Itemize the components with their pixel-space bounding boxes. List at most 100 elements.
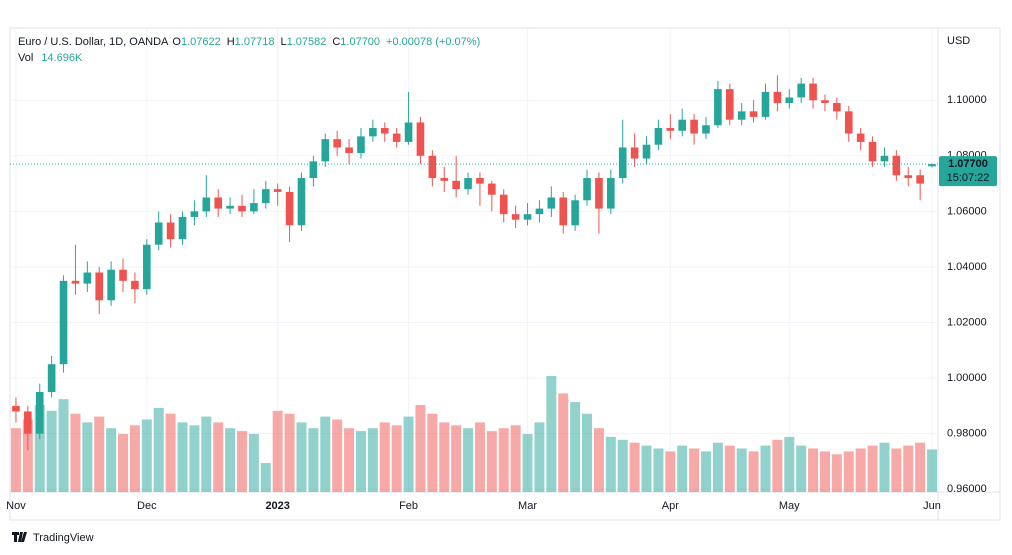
close-label: C (332, 36, 340, 48)
candle-body (583, 178, 591, 201)
candle-body (47, 364, 56, 392)
volume-bar (772, 439, 783, 492)
volume-bar (808, 448, 819, 492)
candle-body (345, 147, 353, 154)
volume-bar (344, 428, 355, 492)
candle-body (630, 147, 639, 159)
candle-body (24, 411, 32, 434)
volume-bar (915, 442, 926, 492)
y-tick-label: 1.10000 (947, 94, 987, 106)
candle-body (618, 147, 627, 179)
volume-bar (510, 425, 521, 492)
volume-bar (34, 405, 45, 492)
volume-bar (284, 413, 295, 492)
volume-bar (665, 451, 676, 492)
candle-body (440, 178, 449, 181)
candle-body (785, 97, 794, 104)
candle-body (607, 178, 615, 209)
x-tick-label: Feb (399, 500, 418, 512)
volume-bar (927, 449, 938, 492)
open-label: O (172, 36, 181, 48)
y-tick-label: 1.02000 (947, 316, 987, 328)
volume-bar (784, 436, 795, 492)
candle-body (809, 83, 817, 101)
candle-body (833, 103, 841, 112)
candle-body (404, 122, 413, 142)
candle-body (154, 222, 163, 245)
last-price-box (939, 156, 997, 187)
high-label: H (227, 36, 235, 48)
volume-bar (189, 425, 200, 492)
candle-body (571, 200, 579, 226)
volume-layer (10, 376, 938, 492)
logo-mark (12, 532, 27, 542)
x-tick-label: Apr (662, 500, 679, 512)
volume-bar (427, 413, 438, 492)
candle-body (547, 197, 556, 209)
volume-bar (367, 428, 378, 492)
candle-body (702, 125, 710, 134)
currency: USD (947, 35, 970, 47)
volume-bar (379, 422, 390, 492)
volume-bar (879, 442, 890, 492)
y-tick-label: 1.06000 (947, 205, 987, 217)
candle-body (380, 128, 389, 134)
volume-bar (94, 416, 105, 492)
candle-body (297, 178, 306, 226)
candle-body (357, 136, 365, 154)
volume-bar (451, 425, 462, 492)
candle-body (678, 119, 687, 131)
volume-bar (855, 448, 866, 492)
low-value: 1.07582 (287, 36, 327, 48)
candle-body (892, 155, 901, 176)
volume-bar (831, 454, 842, 492)
candle-body (595, 178, 603, 209)
candle-body (12, 405, 20, 412)
candle-body (511, 214, 520, 220)
candle-body (71, 280, 80, 284)
candle-body (333, 139, 341, 148)
volume-bar (867, 445, 878, 492)
x-tick-label: 2023 (265, 500, 289, 512)
volume-bar (22, 419, 33, 492)
candle-body (761, 91, 770, 117)
candle-body (452, 180, 460, 190)
high-value: 1.07718 (235, 36, 275, 48)
candle-body (928, 164, 936, 167)
volume-bar (677, 445, 688, 492)
volume-bar (106, 428, 117, 492)
candle-body (642, 144, 651, 159)
last-price-label: 1.07700 (948, 158, 988, 170)
candle-body (725, 89, 734, 120)
volume-bar (225, 428, 236, 492)
volume-value: 14.696K (41, 52, 83, 64)
candle-body (107, 269, 115, 301)
candle-body (59, 280, 68, 365)
volume-bar (58, 399, 69, 492)
candle-body (214, 197, 223, 209)
countdown: 15:07:22 (947, 172, 990, 184)
candle-body (321, 139, 330, 162)
volume-bar (403, 416, 414, 492)
volume-bar (82, 422, 93, 492)
volume-bar (891, 448, 902, 492)
candle-body (83, 272, 92, 284)
candle-body (797, 83, 805, 98)
volume-bar (486, 431, 497, 492)
volume-bar (129, 425, 140, 492)
candle-body (856, 133, 865, 142)
logo[interactable]: TradingView (12, 532, 94, 544)
candle-body (416, 122, 425, 156)
volume-bar (641, 445, 652, 492)
candle-body (690, 119, 698, 134)
candle-body (654, 128, 663, 145)
candle-body (95, 272, 104, 301)
candle-body (190, 211, 199, 217)
volume-bar (355, 431, 366, 492)
candle-body (143, 244, 151, 290)
candle-body (35, 391, 44, 434)
candle-body (821, 100, 829, 104)
volume-bar (843, 451, 854, 492)
candle-body (428, 155, 437, 179)
